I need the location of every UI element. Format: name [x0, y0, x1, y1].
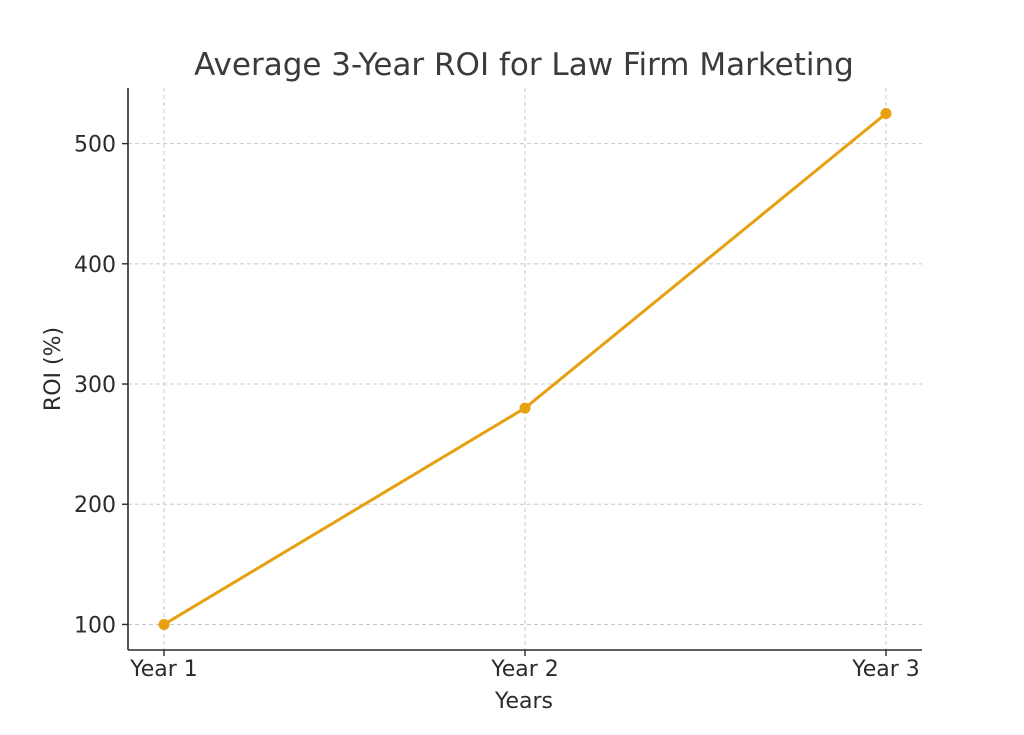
x-axis-label: Years: [494, 689, 553, 714]
y-tick-label: 100: [74, 613, 116, 638]
y-tick-label: 300: [74, 373, 116, 398]
x-tick-label: Year 2: [490, 657, 559, 682]
grid-lines: [128, 88, 922, 650]
y-tick-label: 500: [74, 133, 116, 158]
x-tick-label: Year 3: [851, 657, 920, 682]
data-point: [880, 108, 892, 120]
tick-labels: 100 200 300 400 500 Year 1 Year 2 Year 3: [74, 133, 920, 682]
y-tick-label: 200: [74, 493, 116, 518]
y-tick-label: 400: [74, 253, 116, 278]
data-point: [519, 402, 531, 414]
y-axis-label: ROI (%): [41, 327, 66, 411]
series-layer: [158, 108, 892, 630]
x-tick-label: Year 1: [129, 657, 198, 682]
chart-title: Average 3-Year ROI for Law Firm Marketin…: [194, 47, 854, 83]
data-point: [158, 618, 170, 630]
